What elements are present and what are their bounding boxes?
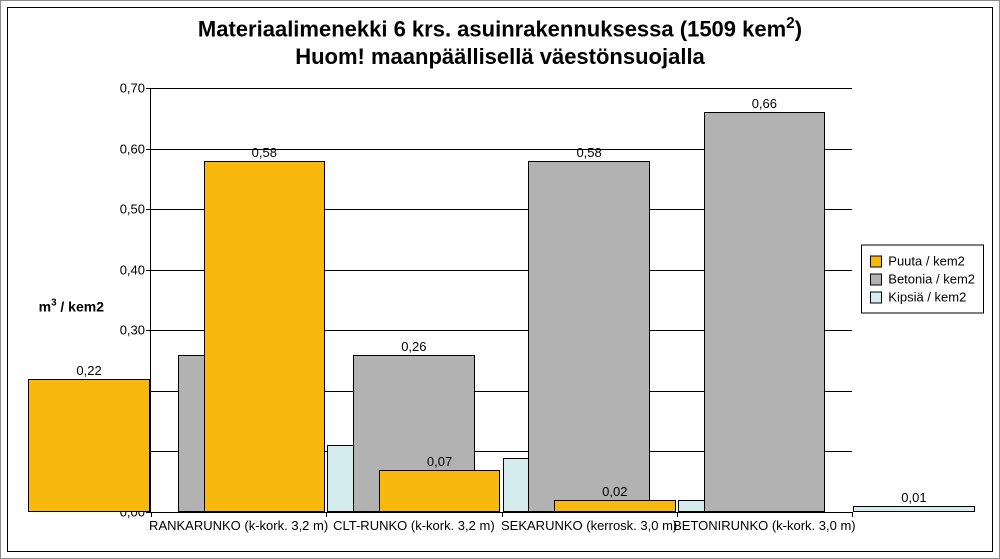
bar-value-label: 0,02 [602, 484, 627, 499]
plot-column: 0,000,100,200,300,400,500,600,70RANKARUN… [108, 88, 862, 543]
y-tick-mark [146, 330, 151, 331]
y-tick-mark [146, 149, 151, 150]
chart-title-line2: Huom! maanpäällisellä väestönsuojalla [8, 43, 992, 71]
title-text-pre: Materiaalimenekki 6 krs. asuinrakennukse… [198, 16, 786, 41]
legend-label: Kipsiä / kem2 [888, 290, 966, 305]
y-tick-mark [146, 88, 151, 89]
y-tick-label: 0,40 [120, 262, 145, 277]
chart-inner-frame: Materiaalimenekki 6 krs. asuinrakennukse… [7, 7, 993, 552]
ylabel-post: / kem2 [57, 299, 104, 315]
legend-label: Puuta / kem2 [888, 254, 965, 269]
legend-swatch [870, 255, 882, 267]
x-tick-label: SEKARUNKO (kerrosk. 3,0 m) [501, 518, 677, 533]
chart-title: Materiaalimenekki 6 krs. asuinrakennukse… [8, 14, 992, 70]
bar-value-label: 0,58 [576, 145, 601, 160]
y-tick-label: 0,60 [120, 141, 145, 156]
gridline [151, 88, 852, 89]
x-tick-label: BETONIRUNKO (k-kork. 3,0 m) [673, 518, 856, 533]
title-sup: 2 [786, 15, 795, 32]
bar: 0,02 [554, 500, 676, 512]
legend-item: Puuta / kem2 [870, 254, 975, 269]
x-tick-mark [502, 512, 503, 517]
plot-area: 0,000,100,200,300,400,500,600,70RANKARUN… [150, 88, 852, 513]
legend-item: Kipsiä / kem2 [870, 290, 975, 305]
legend-swatch [870, 291, 882, 303]
x-tick-mark [677, 512, 678, 517]
ylabel-pre: m [39, 299, 51, 315]
bar: 0,66 [704, 112, 826, 512]
y-tick-label: 0,70 [120, 81, 145, 96]
x-tick-label: CLT-RUNKO (k-kork. 3,2 m) [333, 518, 495, 533]
x-tick-label: RANKARUNKO (k-kork. 3,2 m) [149, 518, 328, 533]
x-tick-mark [326, 512, 327, 517]
bar: 0,22 [28, 379, 150, 512]
title-text-post: ) [795, 16, 802, 41]
chart-outer-frame: Materiaalimenekki 6 krs. asuinrakennukse… [0, 0, 1000, 559]
legend-label: Betonia / kem2 [888, 272, 975, 287]
x-tick-mark [852, 512, 853, 517]
bar: 0,58 [204, 161, 326, 512]
y-axis-label: m3 / kem2 [39, 298, 104, 315]
legend: Puuta / kem2 Betonia / kem2 Kipsiä / kem2 [861, 245, 984, 314]
y-tick-mark [146, 270, 151, 271]
y-tick-label: 0,30 [120, 323, 145, 338]
bar: 0,58 [528, 161, 650, 512]
bar-value-label: 0,22 [76, 363, 101, 378]
chart-body: m3 / kem2 0,000,100,200,300,400,500,600,… [8, 88, 992, 543]
x-tick-mark [151, 512, 152, 517]
bar-value-label: 0,26 [401, 339, 426, 354]
bar: 0,07 [379, 470, 501, 512]
bar-value-label: 0,07 [427, 454, 452, 469]
chart-title-line1: Materiaalimenekki 6 krs. asuinrakennukse… [8, 14, 992, 43]
legend-item: Betonia / kem2 [870, 272, 975, 287]
y-tick-mark [146, 209, 151, 210]
y-tick-label: 0,50 [120, 202, 145, 217]
bar-value-label: 0,66 [752, 96, 777, 111]
legend-column: Puuta / kem2 Betonia / kem2 Kipsiä / kem2 [862, 88, 992, 543]
legend-swatch [870, 273, 882, 285]
bar-value-label: 0,58 [252, 145, 277, 160]
